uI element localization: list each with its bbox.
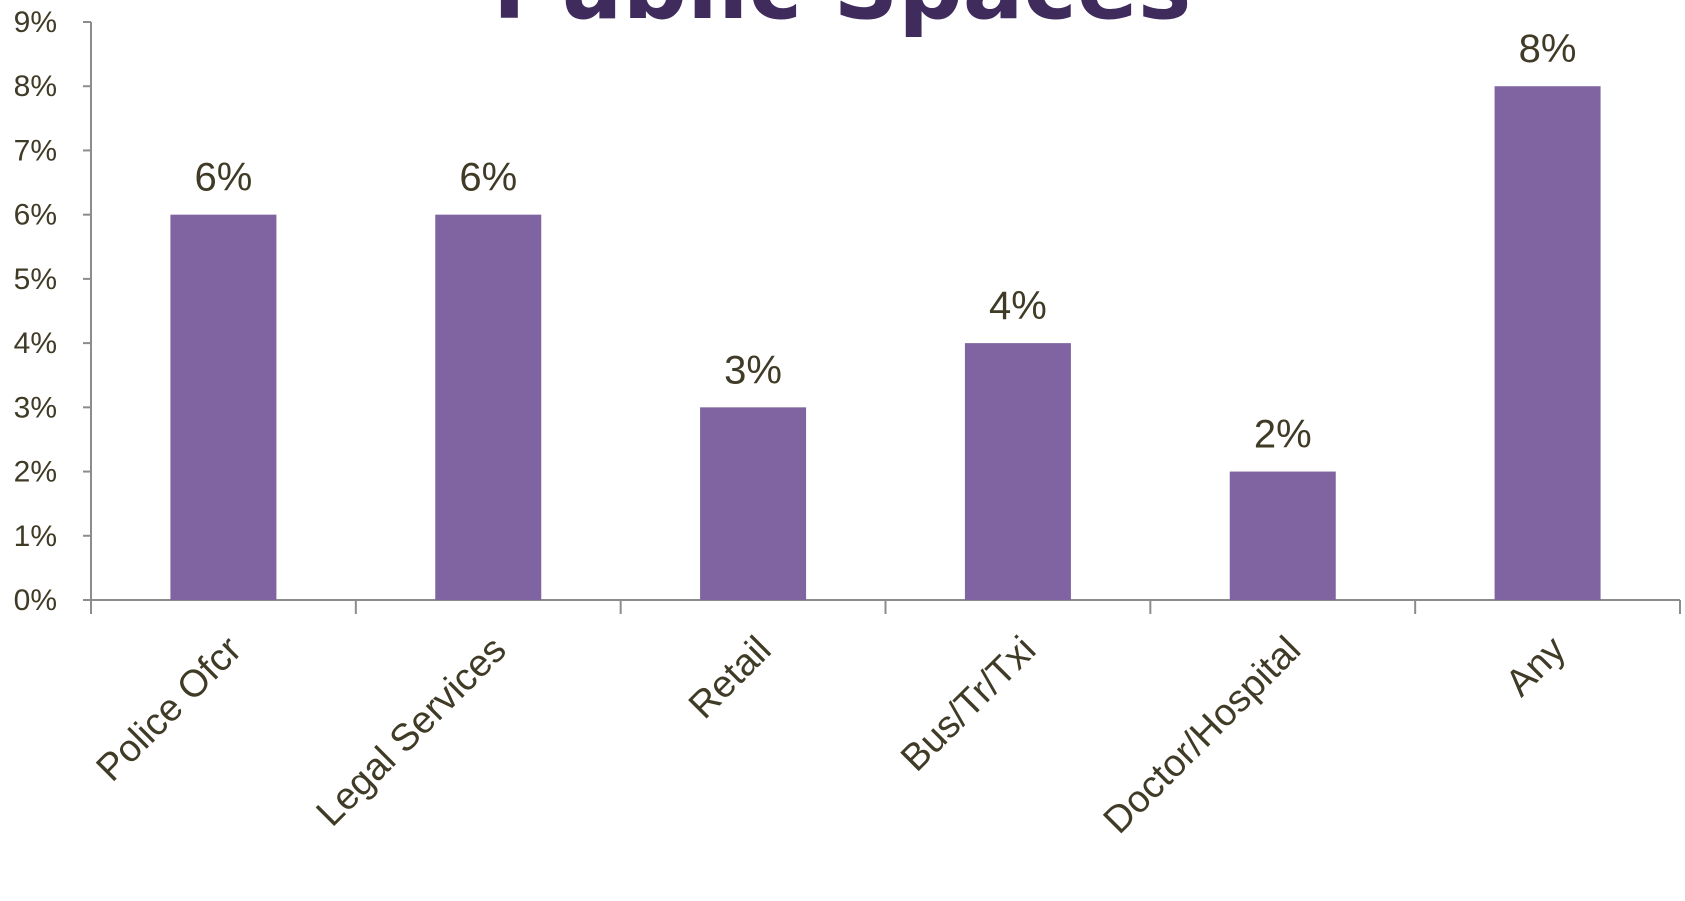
data-label: 6%: [195, 156, 253, 200]
y-tick-label: 8%: [14, 70, 57, 103]
chart-title: Public Spaces: [493, 0, 1192, 40]
y-tick-label: 9%: [14, 6, 57, 39]
x-tick-label: Any: [1498, 629, 1574, 705]
bar: [700, 407, 807, 600]
y-tick-label: 4%: [14, 327, 57, 360]
y-tick-label: 6%: [14, 199, 57, 232]
bars: [170, 86, 1601, 600]
data-label: 4%: [989, 284, 1047, 328]
y-tick-label: 3%: [14, 391, 57, 424]
data-labels: 6% Police Ofcr 6% Legal Services 3% Retail 4% B…: [89, 27, 1577, 842]
x-tick-label: Doctor/Hospital: [1096, 629, 1309, 842]
data-label: 8%: [1519, 27, 1577, 71]
y-tick-label: 5%: [14, 263, 57, 296]
data-label: 2%: [1254, 413, 1312, 457]
x-tick-label: Police Ofcr: [89, 628, 250, 789]
bar: [435, 214, 542, 600]
x-tick-label: Bus/Tr/Txi: [893, 629, 1044, 780]
bar: [1494, 86, 1601, 600]
y-tick-label: 2%: [14, 456, 57, 489]
axes: 0% 1% 2% 3% 4% 5% 6% 7% 8% 9%: [14, 6, 1681, 617]
bar: [1229, 471, 1336, 600]
x-tick-label: Retail: [681, 629, 779, 727]
x-tick-label: Legal Services: [309, 629, 515, 835]
bar: [170, 214, 277, 600]
y-tick-label: 7%: [14, 134, 57, 167]
data-label: 3%: [724, 348, 782, 392]
bar: [964, 343, 1071, 600]
y-tick-label: 1%: [14, 520, 57, 553]
y-tick-label: 0%: [14, 584, 57, 617]
data-label: 6%: [459, 156, 517, 200]
